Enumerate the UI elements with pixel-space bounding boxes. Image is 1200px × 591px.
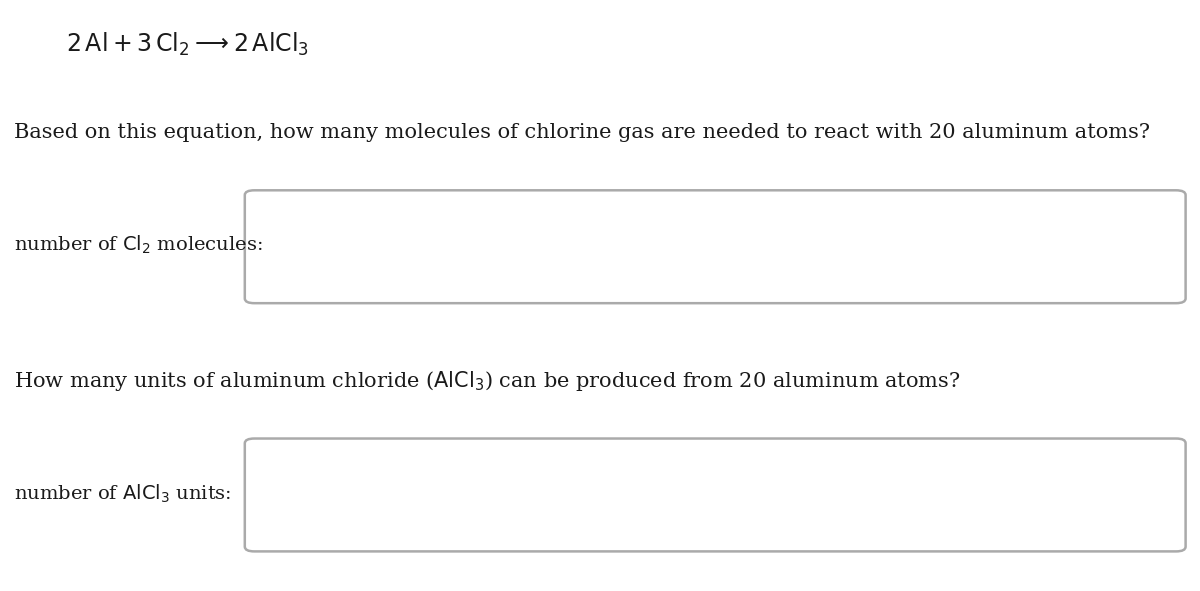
Text: number of $\mathrm{Cl}_2$ molecules:: number of $\mathrm{Cl}_2$ molecules: bbox=[14, 234, 263, 256]
Text: How many units of aluminum chloride ($\mathrm{AlCl}_3$) can be produced from 20 : How many units of aluminum chloride ($\m… bbox=[14, 369, 961, 393]
FancyBboxPatch shape bbox=[245, 439, 1186, 551]
Text: $2\,\mathrm{Al} + 3\,\mathrm{Cl}_2 \longrightarrow 2\,\mathrm{AlCl}_3$: $2\,\mathrm{Al} + 3\,\mathrm{Cl}_2 \long… bbox=[66, 31, 310, 58]
Text: number of $\mathrm{AlCl}_3$ units:: number of $\mathrm{AlCl}_3$ units: bbox=[14, 482, 232, 505]
FancyBboxPatch shape bbox=[245, 190, 1186, 303]
Text: Based on this equation, how many molecules of chlorine gas are needed to react w: Based on this equation, how many molecul… bbox=[14, 124, 1151, 142]
